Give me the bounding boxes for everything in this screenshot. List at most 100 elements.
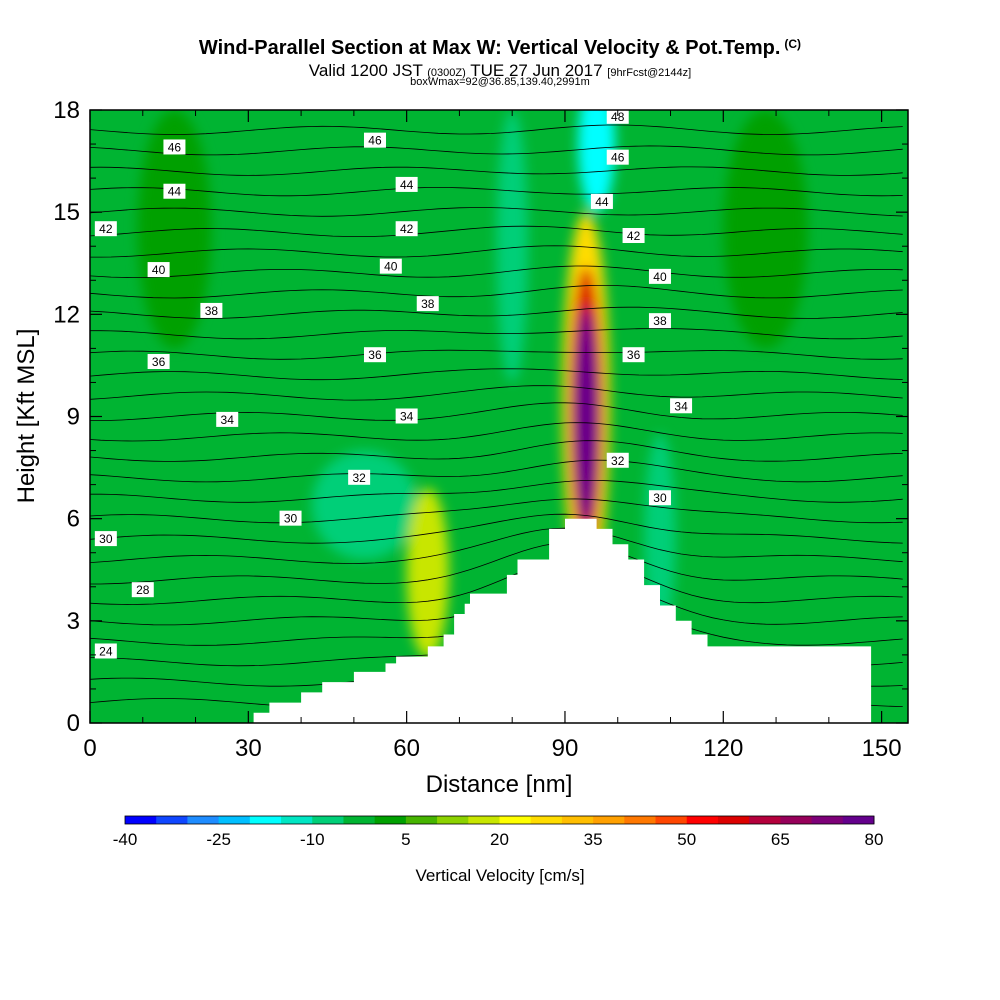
svg-text:44: 44 xyxy=(168,185,182,199)
colorbar-swatch xyxy=(561,816,594,824)
isentrope-label: 46 xyxy=(606,149,629,165)
isentrope-line xyxy=(90,207,903,217)
svg-text:40: 40 xyxy=(653,270,667,284)
isentrope-line xyxy=(90,349,903,360)
svg-text:36: 36 xyxy=(627,348,641,362)
isentrope-label: 30 xyxy=(648,490,671,506)
isentrope-line xyxy=(90,498,903,524)
isentrope-labels: 46 44 42 40 38 36 34 30 28 24 46 44 42 40 38 36 34 32 30 48… xyxy=(94,110,693,659)
colorbar-swatch xyxy=(717,816,750,824)
forecast-info: [9hrFcst@2144z] xyxy=(607,67,692,79)
colorbar-swatch xyxy=(780,816,813,824)
x-axis: 0 30 60 90 120 150 xyxy=(83,110,902,762)
isentrope-line xyxy=(90,480,903,503)
svg-text:38: 38 xyxy=(205,304,219,318)
y-tick-label: 6 xyxy=(67,506,80,533)
svg-text:34: 34 xyxy=(400,410,414,424)
svg-text:44: 44 xyxy=(400,178,414,192)
isentrope-line xyxy=(90,440,903,462)
svg-text:36: 36 xyxy=(368,348,382,362)
x-tick-label: 90 xyxy=(552,735,579,762)
svg-text:38: 38 xyxy=(653,314,667,328)
isentrope-label: 34 xyxy=(216,411,239,427)
velocity-downdraft-band xyxy=(496,110,529,383)
colorbar-swatch xyxy=(405,816,438,824)
valid-time-utc: (0300Z) xyxy=(427,67,466,79)
y-axis-label: Height [Kft MSL] xyxy=(13,329,40,504)
isentrope-label: 40 xyxy=(147,262,170,278)
y-tick-label: 15 xyxy=(53,199,80,226)
colorbar-swatch xyxy=(312,816,344,824)
colorbar-swatch xyxy=(749,816,781,824)
x-tick-label: 150 xyxy=(862,735,902,762)
chart-title-text: Wind-Parallel Section at Max W: Vertical… xyxy=(198,37,781,59)
svg-text:36: 36 xyxy=(152,355,166,369)
isentrope-label: 32 xyxy=(348,469,371,485)
isentrope-label: 28 xyxy=(131,582,154,598)
colorbar-swatch xyxy=(468,816,500,824)
box-wmax-info: boxWmax=92@36.85,139.40,2991m xyxy=(410,76,590,88)
isentrope-line xyxy=(90,368,903,381)
colorbar-swatch xyxy=(624,816,657,824)
isentrope-label: 44 xyxy=(590,193,613,209)
velocity-downdraft-low-left xyxy=(311,450,418,560)
svg-text:48: 48 xyxy=(611,110,625,124)
colorbar-tick-label: 35 xyxy=(584,830,603,849)
valid-time: Valid 1200 JST xyxy=(308,61,423,80)
chart-title: Wind-Parallel Section at Max W: Vertical… xyxy=(0,37,1000,60)
svg-text:32: 32 xyxy=(352,471,366,485)
velocity-updraft-core xyxy=(574,307,598,526)
isentropes xyxy=(90,124,903,707)
x-tick-label: 0 xyxy=(83,735,96,762)
isentrope-label: 42 xyxy=(622,228,645,244)
isentrope-line xyxy=(90,166,903,176)
colorbar-swatch xyxy=(125,816,157,824)
isentrope-label: 36 xyxy=(363,347,386,363)
x-tick-label: 60 xyxy=(393,735,420,762)
colorbar-tick-label: -40 xyxy=(113,830,138,849)
copyright-tag: (C) xyxy=(784,37,802,51)
colorbar-swatch xyxy=(343,816,376,824)
svg-text:42: 42 xyxy=(99,222,113,236)
velocity-weak-updraft-left xyxy=(406,488,449,659)
colorbar-swatch xyxy=(187,816,220,824)
svg-text:42: 42 xyxy=(627,229,641,243)
x-tick-label: 30 xyxy=(235,735,262,762)
svg-text:34: 34 xyxy=(674,399,688,413)
isentrope-label: 42 xyxy=(395,221,418,237)
chart-subtitle: Valid 1200 JST (0300Z) TUE 27 Jun 2017 [… xyxy=(0,61,1000,81)
isentrope-line xyxy=(90,459,903,483)
isentrope-line xyxy=(90,306,903,319)
svg-text:24: 24 xyxy=(99,644,113,658)
y-tick-label: 18 xyxy=(53,97,80,124)
colorbar-tick-label: 65 xyxy=(771,830,790,849)
isentrope-label: 40 xyxy=(648,268,671,284)
svg-text:30: 30 xyxy=(653,491,667,505)
svg-text:46: 46 xyxy=(168,140,182,154)
valid-date: TUE 27 Jun 2017 xyxy=(470,61,603,80)
terrain xyxy=(90,518,882,723)
isentrope-line xyxy=(90,285,903,299)
isentrope-line xyxy=(90,225,903,237)
colorbar-swatch xyxy=(499,816,532,824)
isentrope-line xyxy=(90,385,903,401)
isentrope-label: 38 xyxy=(648,313,671,329)
colorbar-swatch xyxy=(811,816,844,824)
colorbar-swatch xyxy=(281,816,313,824)
colorbar-swatch xyxy=(530,816,563,824)
svg-text:44: 44 xyxy=(595,195,609,209)
svg-text:40: 40 xyxy=(152,263,166,277)
colorbar-swatch xyxy=(374,816,407,824)
colorbar-swatch xyxy=(437,816,469,824)
y-tick-label: 0 xyxy=(67,710,80,737)
isentrope-label: 40 xyxy=(379,258,402,274)
isentrope-label: 34 xyxy=(395,408,418,424)
isentrope-label: 46 xyxy=(363,132,386,148)
isentrope-line xyxy=(90,245,903,258)
isentrope-label: 44 xyxy=(395,176,418,192)
isentrope-line xyxy=(90,558,903,605)
isentrope-line xyxy=(90,145,903,156)
colorbar-swatch xyxy=(249,816,282,824)
